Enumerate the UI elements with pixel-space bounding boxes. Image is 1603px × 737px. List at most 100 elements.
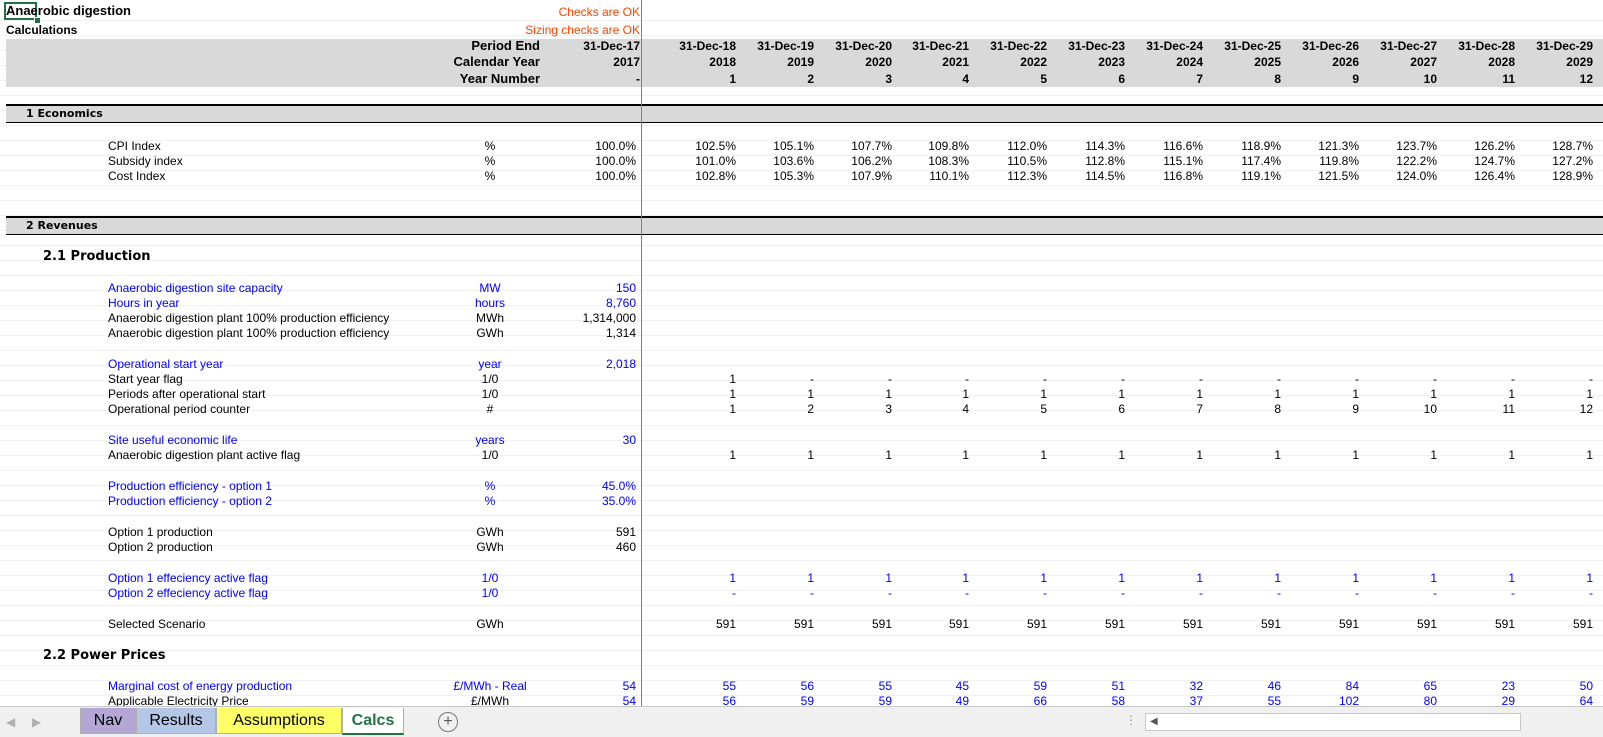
row-period-value: - xyxy=(1199,372,1203,386)
row-unit: GWh xyxy=(476,617,504,631)
row-base-value: 30 xyxy=(622,433,636,447)
row-period-value: 106.2% xyxy=(851,154,892,168)
row-label: Operational period counter xyxy=(108,402,251,416)
row-period-value: 591 xyxy=(1338,617,1359,631)
row-period-value: 591 xyxy=(1182,617,1203,631)
row-period-value: 1 xyxy=(1430,571,1437,585)
gridline xyxy=(0,500,1603,501)
gridline xyxy=(0,245,1603,246)
year-number-cell: 10 xyxy=(1423,72,1437,86)
row-period-value: 123.7% xyxy=(1396,139,1437,153)
row-period-value: - xyxy=(888,586,892,600)
row-base-value: 45.0% xyxy=(601,479,636,493)
row-base-value: 35.0% xyxy=(601,494,636,508)
row-period-value: 112.8% xyxy=(1085,154,1125,168)
next-sheet-icon[interactable]: ▶ xyxy=(32,715,42,729)
year-number-cell: 4 xyxy=(962,72,969,86)
row-period-value: 46 xyxy=(1267,679,1281,693)
prev-sheet-icon[interactable]: ◀ xyxy=(6,715,16,729)
row-label: Option 2 production xyxy=(108,540,213,554)
row-unit: 1/0 xyxy=(481,372,499,386)
row-period-value: 1 xyxy=(1508,448,1515,462)
add-sheet-icon[interactable]: + xyxy=(438,712,458,732)
row-label: Production efficiency - option 1 xyxy=(108,479,272,493)
row-base-value: 2,018 xyxy=(605,357,636,371)
row-period-value: 1 xyxy=(962,448,969,462)
gridline xyxy=(0,350,1603,351)
splitter-handle-icon[interactable]: ⋮ xyxy=(1125,713,1137,727)
row-period-value: 37 xyxy=(1189,694,1203,706)
sheet-tab-calcs[interactable]: Calcs xyxy=(342,708,404,735)
row-period-value: 118.9% xyxy=(1241,139,1281,153)
row-label: Option 1 effeciency active flag xyxy=(108,571,268,585)
row-period-value: 1 xyxy=(807,448,814,462)
calendar-year-cell: 2022 xyxy=(1020,55,1047,69)
period-end-cell: 31-Dec-23 xyxy=(1068,39,1125,53)
sheet-tab-nav[interactable]: Nav xyxy=(80,708,136,734)
gridline xyxy=(0,125,1603,126)
checks-status: Checks are OK xyxy=(558,5,640,19)
row-period-value: - xyxy=(1355,372,1359,386)
row-period-value: 55 xyxy=(722,679,736,693)
sizing-checks-status: Sizing checks are OK xyxy=(525,23,640,37)
row-unit: % xyxy=(484,139,496,153)
row-period-value: 103.6% xyxy=(773,154,814,168)
row-period-value: 66 xyxy=(1033,694,1047,706)
row-label: Subsidy index xyxy=(108,154,183,168)
row-base-value: 460 xyxy=(615,540,636,554)
row-period-value: 591 xyxy=(948,617,969,631)
section-economics: 1 Economics xyxy=(6,104,1603,123)
year-number-cell: 6 xyxy=(1118,72,1125,86)
row-period-value: 1 xyxy=(1586,387,1593,401)
row-label: Anaerobic digestion plant active flag xyxy=(108,448,301,462)
row-period-value: 65 xyxy=(1423,679,1437,693)
calendar-year-cell: 2023 xyxy=(1098,55,1125,69)
row-period-value: 1 xyxy=(885,448,892,462)
period-end-cell: 31-Dec-22 xyxy=(990,39,1047,53)
row-label: Option 1 production xyxy=(108,525,213,539)
row-period-value: 5 xyxy=(1040,402,1047,416)
row-period-value: 128.9% xyxy=(1552,169,1593,183)
row-period-value: 126.4% xyxy=(1474,169,1515,183)
row-period-value: 7 xyxy=(1196,402,1203,416)
gridline xyxy=(0,200,1603,201)
horizontal-scrollbar[interactable]: ◀ xyxy=(1145,713,1521,731)
row-period-value: 1 xyxy=(1040,571,1047,585)
row-period-value: 1 xyxy=(1196,387,1203,401)
row-period-value: 56 xyxy=(800,679,814,693)
selected-cell[interactable] xyxy=(4,2,37,20)
row-unit: % xyxy=(484,169,496,183)
sheet-tab-results[interactable]: Results xyxy=(136,708,216,734)
section-revenues: 2 Revenues xyxy=(6,216,1603,235)
gridline xyxy=(0,395,1603,396)
row-period-value: 112.0% xyxy=(1007,139,1047,153)
row-period-value: 107.9% xyxy=(851,169,892,183)
row-period-value: 591 xyxy=(1026,617,1047,631)
gridline xyxy=(0,170,1603,171)
row-unit: years xyxy=(475,433,505,447)
row-period-value: 112.3% xyxy=(1007,169,1047,183)
freeze-pane-divider xyxy=(641,0,642,706)
row-period-value: - xyxy=(888,372,892,386)
row-period-value: - xyxy=(1589,586,1593,600)
gridline xyxy=(0,335,1603,336)
sheet-tab-assumptions[interactable]: Assumptions xyxy=(216,708,342,734)
row-period-value: 116.6% xyxy=(1163,139,1203,153)
row-period-value: 3 xyxy=(885,402,892,416)
row-period-value: 1 xyxy=(1040,387,1047,401)
row-period-value: - xyxy=(965,372,969,386)
fill-handle[interactable] xyxy=(34,17,41,24)
gridline xyxy=(0,320,1603,321)
row-period-value: 1 xyxy=(1586,571,1593,585)
subsection-production: 2.1 Production xyxy=(43,249,151,264)
row-label: CPI Index xyxy=(108,139,161,153)
row-period-value: 1 xyxy=(1118,571,1125,585)
gridline xyxy=(0,140,1603,141)
year-number-cell: 9 xyxy=(1352,72,1359,86)
row-period-value: 1 xyxy=(807,571,814,585)
base-year-number: - xyxy=(636,72,640,86)
row-label: Applicable Electricity Price xyxy=(108,694,249,706)
spreadsheet-grid[interactable]: Anaerobic digestion Calculations Checks … xyxy=(0,0,1603,706)
gridline xyxy=(0,35,1603,36)
scroll-left-icon[interactable]: ◀ xyxy=(1150,716,1158,727)
